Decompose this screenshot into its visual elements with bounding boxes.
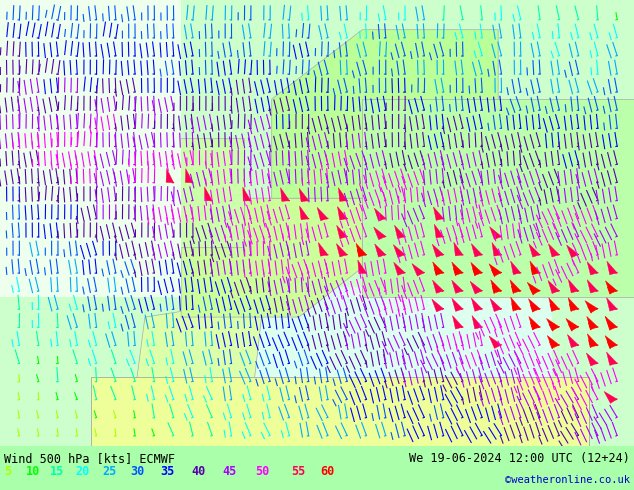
Polygon shape [299, 206, 309, 220]
Polygon shape [530, 261, 540, 274]
Polygon shape [205, 187, 212, 201]
Text: 60: 60 [320, 465, 334, 478]
Polygon shape [547, 336, 559, 348]
Text: 55: 55 [291, 465, 305, 478]
Polygon shape [527, 282, 540, 294]
Polygon shape [492, 243, 501, 256]
Polygon shape [185, 169, 193, 183]
Polygon shape [491, 280, 501, 293]
Polygon shape [339, 188, 347, 201]
Text: 40: 40 [191, 465, 205, 478]
Polygon shape [432, 262, 444, 275]
Polygon shape [136, 307, 262, 387]
Polygon shape [166, 169, 174, 183]
Text: 15: 15 [50, 465, 64, 478]
Polygon shape [91, 376, 589, 446]
Text: 30: 30 [130, 465, 145, 478]
Polygon shape [375, 244, 385, 257]
Text: 50: 50 [255, 465, 269, 478]
Polygon shape [393, 245, 405, 258]
Polygon shape [548, 280, 559, 294]
Text: 10: 10 [26, 465, 40, 478]
Polygon shape [510, 280, 521, 293]
Polygon shape [453, 316, 463, 329]
Polygon shape [547, 318, 559, 331]
Polygon shape [281, 188, 289, 201]
Polygon shape [272, 30, 498, 198]
Polygon shape [181, 287, 552, 396]
Polygon shape [243, 187, 251, 201]
Polygon shape [452, 298, 463, 312]
Polygon shape [586, 353, 598, 366]
Text: 35: 35 [160, 465, 174, 478]
Polygon shape [299, 188, 309, 202]
Polygon shape [374, 208, 385, 221]
Text: 5: 5 [4, 465, 11, 478]
Polygon shape [470, 281, 482, 294]
Polygon shape [510, 261, 521, 274]
Polygon shape [373, 227, 385, 240]
Polygon shape [605, 281, 617, 294]
Polygon shape [362, 99, 634, 297]
Polygon shape [472, 316, 482, 329]
Text: 25: 25 [102, 465, 116, 478]
Polygon shape [567, 245, 578, 258]
Polygon shape [510, 297, 521, 311]
Polygon shape [587, 262, 598, 275]
Polygon shape [454, 242, 463, 256]
Polygon shape [568, 297, 579, 311]
Polygon shape [489, 264, 501, 276]
Polygon shape [181, 198, 362, 317]
Polygon shape [529, 244, 540, 257]
Polygon shape [452, 280, 463, 294]
Polygon shape [412, 264, 424, 276]
Polygon shape [587, 280, 598, 293]
Polygon shape [154, 139, 245, 248]
Polygon shape [318, 243, 328, 256]
Polygon shape [394, 262, 405, 275]
Polygon shape [337, 225, 347, 239]
Polygon shape [432, 280, 444, 294]
Polygon shape [607, 352, 617, 366]
Polygon shape [604, 392, 617, 403]
Polygon shape [434, 207, 444, 220]
Polygon shape [489, 227, 501, 240]
Polygon shape [585, 300, 598, 313]
Polygon shape [587, 334, 598, 347]
Polygon shape [394, 225, 405, 239]
Polygon shape [586, 317, 598, 330]
Polygon shape [549, 297, 559, 311]
Polygon shape [452, 262, 463, 275]
Polygon shape [607, 298, 617, 311]
Text: Wind 500 hPa [kts] ECMWF: Wind 500 hPa [kts] ECMWF [4, 452, 175, 465]
Polygon shape [471, 298, 482, 311]
Polygon shape [432, 299, 444, 312]
Polygon shape [568, 279, 579, 293]
Polygon shape [471, 262, 482, 275]
Polygon shape [548, 244, 559, 257]
Text: We 19-06-2024 12:00 UTC (12+24): We 19-06-2024 12:00 UTC (12+24) [409, 452, 630, 465]
Polygon shape [529, 299, 540, 312]
Polygon shape [337, 244, 347, 257]
Polygon shape [607, 261, 617, 275]
Text: 20: 20 [75, 465, 89, 478]
Polygon shape [432, 244, 444, 257]
Polygon shape [434, 224, 444, 238]
Polygon shape [529, 317, 540, 330]
Polygon shape [605, 317, 617, 330]
Polygon shape [356, 244, 366, 257]
FancyBboxPatch shape [0, 0, 634, 449]
Polygon shape [0, 0, 181, 297]
Polygon shape [471, 244, 482, 257]
Polygon shape [337, 206, 347, 220]
Polygon shape [490, 298, 501, 312]
Polygon shape [317, 207, 328, 220]
Polygon shape [358, 260, 366, 274]
Polygon shape [566, 318, 578, 331]
Text: ©weatheronline.co.uk: ©weatheronline.co.uk [505, 475, 630, 485]
Text: 45: 45 [222, 465, 236, 478]
Polygon shape [605, 336, 617, 348]
Polygon shape [567, 335, 579, 347]
Polygon shape [489, 336, 501, 348]
